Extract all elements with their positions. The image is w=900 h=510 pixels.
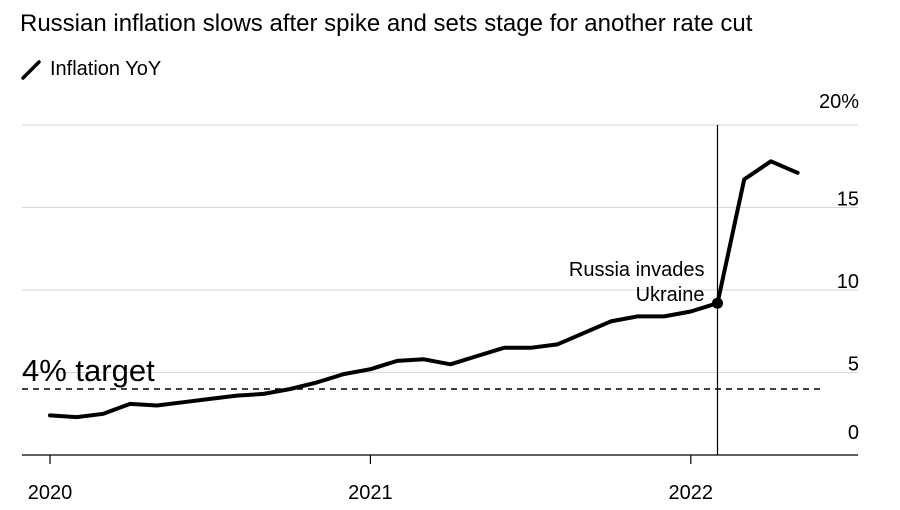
event-label-line-2: Ukraine (636, 284, 705, 306)
y-tick-label: 0 (848, 422, 859, 444)
x-tick-label: 2020 (28, 482, 73, 504)
event-label-line-1: Russia invades (569, 259, 705, 281)
line-series-icon (21, 59, 41, 80)
y-tick-label: 5 (848, 354, 859, 376)
inflation-line (48, 159, 800, 420)
legend: Inflation YoY (20, 58, 161, 81)
x-tick-label: 2021 (348, 482, 393, 504)
y-tick-label: 15 (837, 189, 859, 211)
chart-title: Russian inflation slows after spike and … (20, 10, 753, 37)
legend-label: Inflation YoY (50, 58, 162, 80)
y-tick-label: 10 (837, 271, 859, 293)
y-tick-label: 20% (819, 91, 859, 113)
target-label: 4% target (22, 353, 155, 388)
event-marker (712, 297, 723, 309)
x-tick-label: 2022 (669, 482, 714, 504)
